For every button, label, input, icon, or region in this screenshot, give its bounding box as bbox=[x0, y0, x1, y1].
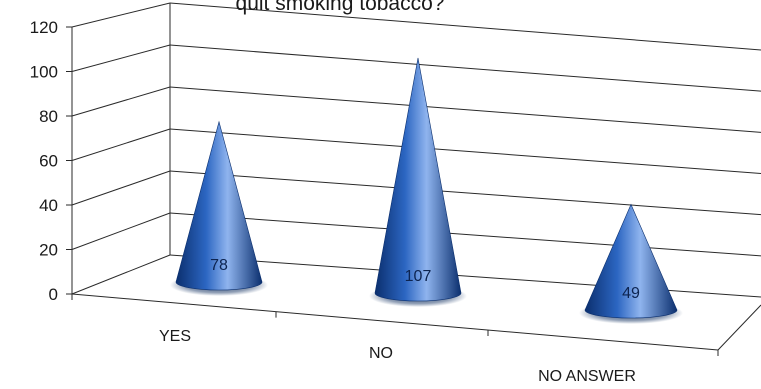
gridline-back bbox=[169, 128, 761, 174]
gridline-left bbox=[71, 212, 171, 250]
x-category-label: NO bbox=[369, 345, 393, 362]
y-tick-label: 60 bbox=[39, 152, 58, 171]
floor-front-edge bbox=[71, 293, 719, 351]
gridline-left bbox=[71, 44, 171, 72]
y-tick-label: 80 bbox=[39, 107, 58, 126]
y-tick-label: 20 bbox=[39, 241, 58, 260]
x-category-label: YES bbox=[159, 328, 191, 345]
cone-yes: 78 bbox=[170, 120, 268, 296]
gridline-back bbox=[169, 170, 761, 216]
floor-right-edge bbox=[717, 304, 761, 351]
data-label: 107 bbox=[405, 268, 432, 285]
data-label: 49 bbox=[622, 285, 640, 302]
cone-body bbox=[584, 203, 678, 319]
y-tick-label: 40 bbox=[39, 196, 58, 215]
gridline-left bbox=[71, 170, 171, 206]
y-tick-label: 100 bbox=[30, 63, 58, 82]
cone-body bbox=[175, 120, 263, 291]
x-category-label: NO ANSWER bbox=[538, 368, 636, 385]
gridline-left bbox=[71, 128, 171, 161]
gridline-left bbox=[71, 2, 171, 28]
gridline-left bbox=[71, 86, 171, 117]
cone-no-answer: 49 bbox=[579, 203, 683, 324]
cone-body bbox=[374, 57, 462, 302]
gridline-back bbox=[169, 212, 761, 257]
cone-no: 107 bbox=[369, 57, 467, 307]
gridline-left bbox=[71, 254, 171, 295]
y-tick-label: 120 bbox=[30, 18, 58, 37]
gridline-back bbox=[169, 44, 761, 92]
category-labels: YES NO NO ANSWER bbox=[159, 328, 636, 385]
gridline-back bbox=[169, 86, 761, 133]
data-label: 78 bbox=[210, 257, 228, 274]
y-tick-labels: 0 20 40 60 80 100 120 bbox=[30, 18, 58, 304]
chart-title: quit smoking tobacco? bbox=[236, 0, 445, 15]
gridline-back bbox=[169, 2, 761, 51]
y-tick-label: 0 bbox=[49, 285, 58, 304]
grid-layer bbox=[66, 2, 761, 356]
cone-series: 78 107 49 bbox=[170, 57, 683, 324]
